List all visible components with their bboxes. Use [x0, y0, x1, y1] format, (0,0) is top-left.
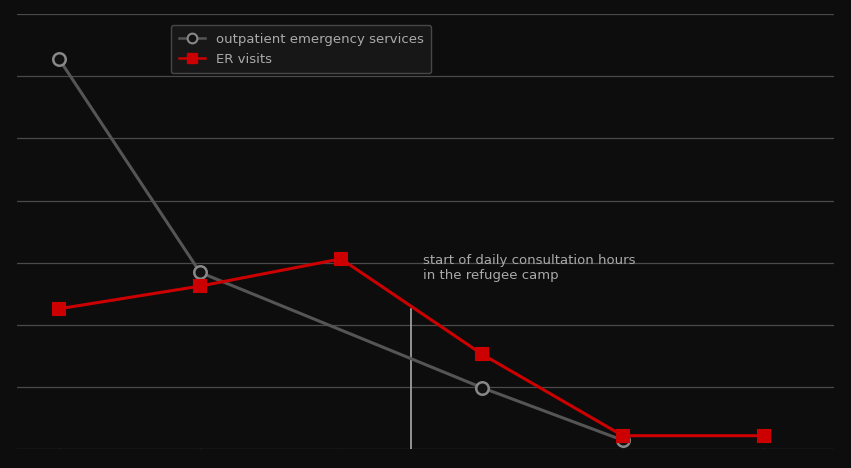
Legend: outpatient emergency services, ER visits: outpatient emergency services, ER visits: [171, 25, 431, 73]
Text: start of daily consultation hours
in the refugee camp: start of daily consultation hours in the…: [423, 254, 635, 282]
